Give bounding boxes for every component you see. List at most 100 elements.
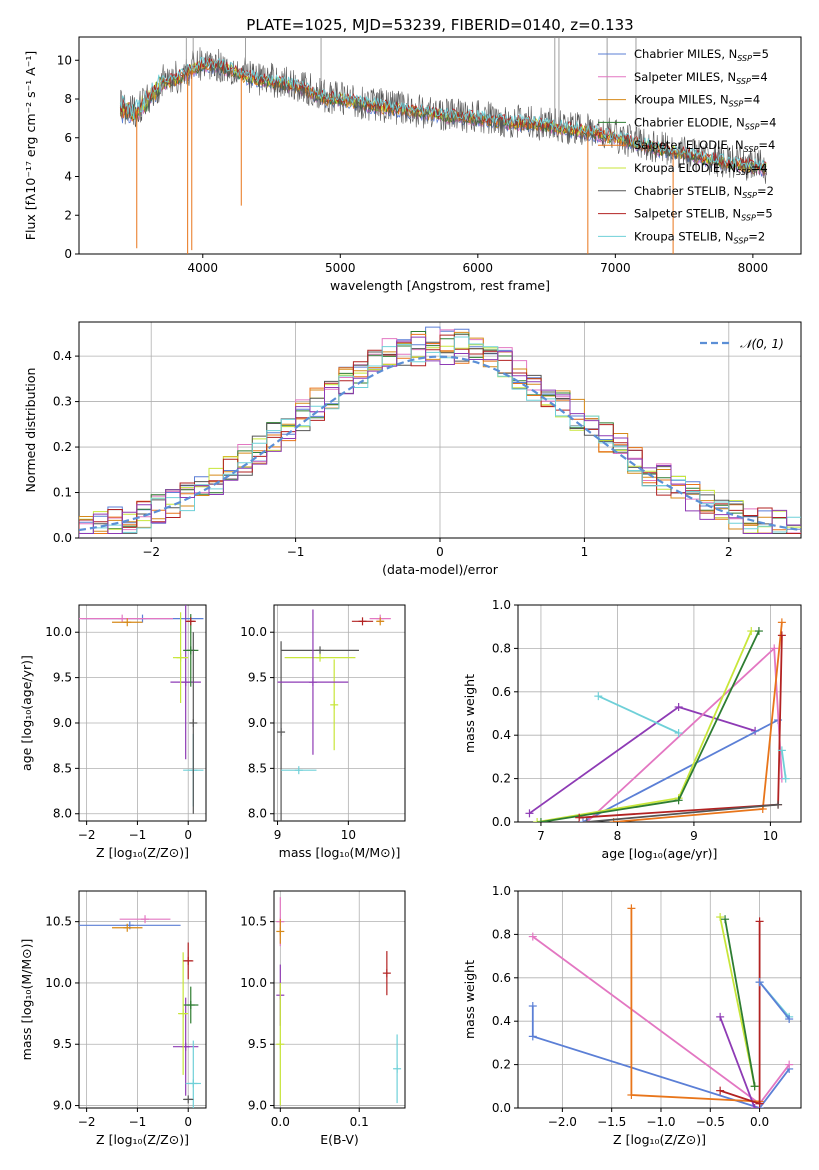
legend-entry: Chabrier STELIB, NSSP=2 [634, 184, 774, 200]
legend-entry: Salpeter MILES, NSSP=4 [634, 70, 768, 86]
series-line [536, 630, 753, 822]
plot-frame [78, 604, 207, 822]
legend-value: =5 [756, 207, 773, 221]
x-tick-label: 9 [690, 829, 698, 843]
spectrum-panel: 4000 5000 6000 7000 8000 0 2 4 6 8 10 wavelength [A… [23, 36, 802, 293]
legend-sub: SSP [736, 168, 751, 177]
y-tick-label: 0.0 [492, 1101, 511, 1115]
x-axis-label: Z [log₁₀(Z/Z⊙)] [96, 845, 189, 860]
y-tick-label: 0.1 [53, 486, 72, 500]
legend-sub: SSP [737, 54, 752, 63]
legend-entry: 𝒩(0, 1) [740, 337, 784, 351]
y-tick-label: 9.0 [248, 1099, 267, 1113]
legend-entry: Chabrier MILES, NSSP=5 [634, 47, 769, 63]
x-tick-label: −1 [129, 1115, 147, 1129]
y-tick-label: 10.0 [45, 976, 72, 990]
y-tick-label: 0.8 [492, 641, 511, 655]
legend-sub: SSP [736, 77, 751, 86]
y-tick-label: 0.0 [53, 531, 72, 545]
plot-frame [517, 604, 802, 823]
figure-title: PLATE=1025, MJD=53239, FIBERID=0140, z=0… [246, 16, 633, 34]
plot-area [277, 609, 391, 821]
y-tick-label: 8.0 [53, 807, 72, 821]
series-line [758, 981, 790, 1020]
y-tick-label: 8 [64, 92, 72, 106]
mass-weight-vs-metallicity-panel: −2.0 −1.5 −1.0 −0.5 0.0 0.0 0.2 0.4 0.6 0.8 1.0 Z [… [462, 884, 802, 1147]
spectrum-line [119, 57, 767, 170]
legend-value: =2 [748, 229, 765, 243]
x-tick-label: −1.5 [597, 1115, 626, 1129]
x-tick-label: 0 [184, 1115, 192, 1129]
y-tick-label: 0.4 [492, 1014, 511, 1028]
y-axis-label: mass weight [462, 674, 477, 753]
x-tick-label: −0.5 [696, 1115, 725, 1129]
y-axis-label: mass weight [462, 960, 477, 1039]
legend-sub: SSP [734, 236, 749, 245]
x-tick-label: 0 [184, 828, 192, 842]
mass-vs-extinction-panel: 0.0 0.1 9.0 9.5 10.0 10.5 E(B-V) [240, 890, 406, 1147]
x-axis-label: wavelength [Angstrom, rest frame] [330, 278, 550, 293]
x-tick-label: 0 [436, 545, 444, 559]
y-tick-label: 10.0 [45, 625, 72, 639]
x-tick-label: 6000 [463, 261, 494, 275]
plot-area [79, 915, 201, 1108]
y-tick-label: 0.6 [492, 971, 511, 985]
legend-value: =4 [758, 138, 775, 152]
y-axis-label: Normed distribution [23, 368, 38, 493]
legend-entry: Chabrier ELODIE, NSSP=4 [634, 115, 776, 131]
legend-value: =4 [760, 115, 777, 129]
y-tick-label: 0.4 [53, 349, 72, 363]
y-tick-label: 9.0 [248, 716, 267, 730]
y-tick-label: 1.0 [492, 598, 511, 612]
x-axis-label: mass [log₁₀(M/M⊙)] [279, 845, 401, 860]
x-tick-label: 10 [341, 828, 356, 842]
x-axis-label: (data-model)/error [382, 562, 499, 577]
y-tick-label: 2 [64, 208, 72, 222]
y-tick-label: 8.0 [248, 807, 267, 821]
plot-area [528, 904, 794, 1108]
plot-frame [273, 604, 406, 822]
y-axis-label: mass [log₁₀(M/M⊙)] [19, 939, 34, 1061]
y-tick-label: 9.0 [53, 1099, 72, 1113]
series-line [719, 1016, 756, 1108]
x-tick-label: −1.0 [646, 1115, 675, 1129]
y-tick-label: 0.6 [492, 685, 511, 699]
y-tick-label: 9.0 [53, 716, 72, 730]
plot-area [119, 37, 767, 254]
plot-frame [517, 890, 802, 1109]
legend-value: =2 [757, 184, 774, 198]
legend-entry: Kroupa MILES, NSSP=4 [634, 93, 760, 109]
x-tick-label: 9 [274, 828, 282, 842]
x-axis-label: Z [log₁₀(Z/Z⊙)] [96, 1132, 189, 1147]
legend-entry: Kroupa STELIB, NSSP=2 [634, 229, 765, 245]
y-tick-label: 0.8 [492, 927, 511, 941]
mass-vs-metallicity-panel: −2 −1 0 9.0 9.5 10.0 10.5 Z [log₁₀(Z/Z⊙)] mass [… [19, 890, 207, 1147]
legend-entry: Salpeter STELIB, NSSP=5 [634, 207, 773, 223]
plot-area [79, 605, 204, 814]
residuals-panel: −2 −1 0 1 2 0.0 0.1 0.2 0.3 0.4 (data-model)/error… [23, 321, 802, 577]
legend: 𝒩(0, 1) [700, 337, 784, 351]
x-tick-label: 1 [581, 545, 589, 559]
series-line [597, 695, 679, 734]
legend-sub: SSP [729, 100, 744, 109]
legend-value: =4 [751, 70, 768, 84]
x-tick-label: 0.1 [350, 1115, 369, 1129]
x-tick-label: −1 [287, 545, 305, 559]
x-tick-label: −2 [78, 828, 96, 842]
legend-value: =4 [751, 161, 768, 175]
x-tick-label: 8 [614, 829, 622, 843]
x-axis-label: age [log₁₀(age/yr)] [602, 846, 718, 861]
y-tick-label: 9.5 [53, 1037, 72, 1051]
legend-sub: SSP [744, 145, 759, 154]
legend-value: =4 [743, 93, 760, 107]
x-tick-label: −1 [129, 828, 147, 842]
y-tick-label: 10.5 [240, 915, 267, 929]
x-tick-label: 7 [537, 829, 545, 843]
legend-entry: Salpeter ELODIE, NSSP=4 [634, 138, 775, 154]
y-axis-label: age [log₁₀(age/yr)] [19, 655, 34, 771]
plot-frame [78, 36, 802, 255]
x-tick-label: 8000 [738, 261, 769, 275]
series-line [586, 803, 779, 822]
legend-entry: Kroupa ELODIE, NSSP=4 [634, 161, 768, 177]
legend-value: =5 [752, 47, 769, 61]
